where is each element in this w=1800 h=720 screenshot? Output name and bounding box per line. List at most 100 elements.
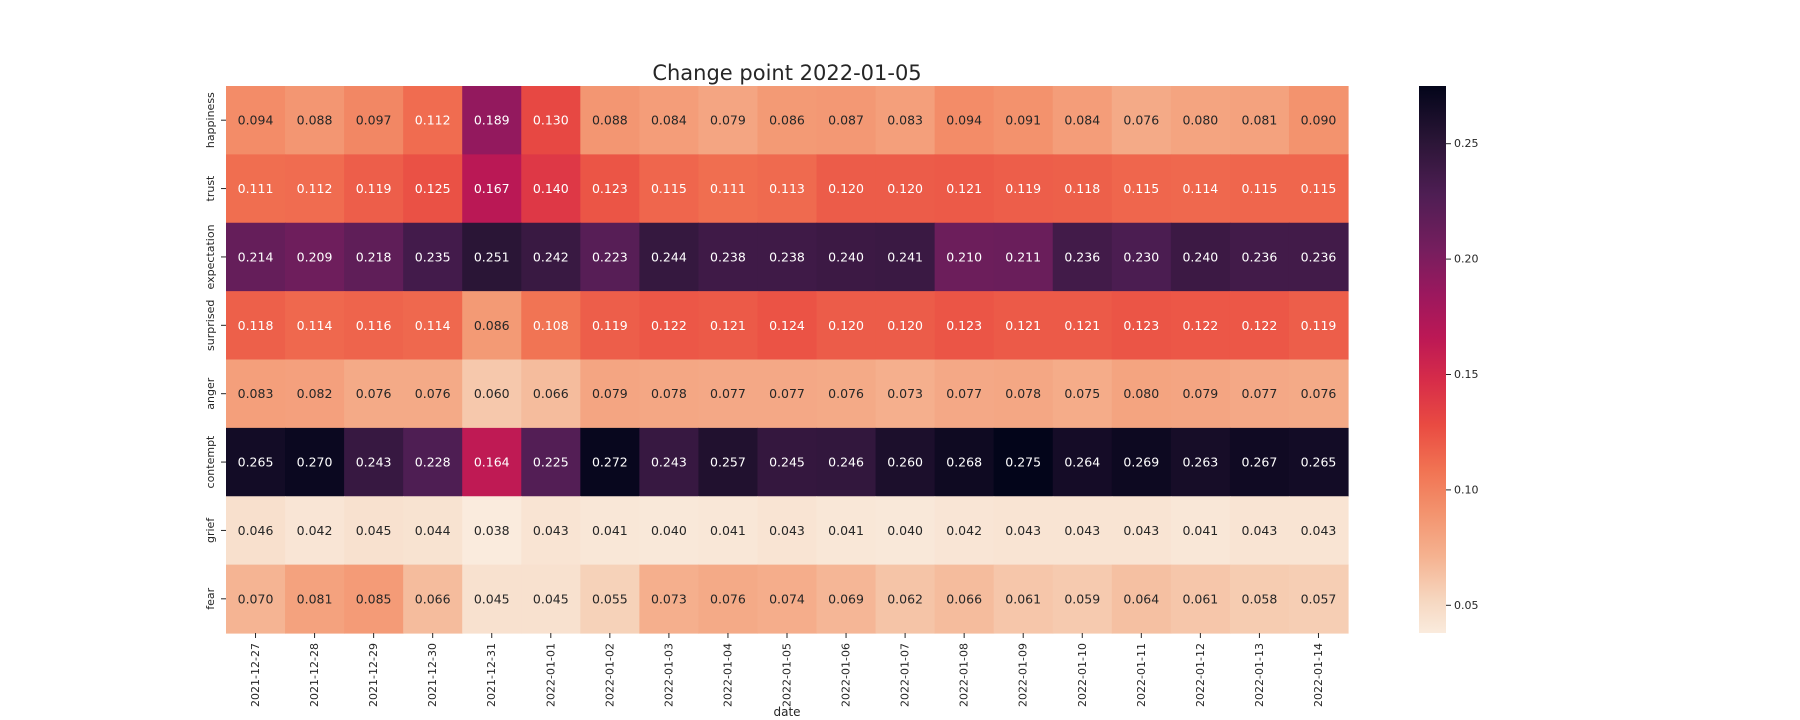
- cell-value-label: 0.043: [1301, 523, 1337, 538]
- cell-value-label: 0.251: [474, 249, 510, 264]
- y-tick-label: trust: [204, 175, 217, 202]
- cell-value-label: 0.076: [1123, 113, 1159, 128]
- heatmap-cell: [698, 222, 759, 292]
- heatmap-cell: [698, 291, 759, 361]
- cell-value-label: 0.118: [238, 318, 274, 333]
- x-tick-label: 2022-01-04: [721, 643, 734, 707]
- cell-value-label: 0.064: [1123, 591, 1159, 606]
- heatmap-cell: [757, 222, 818, 292]
- cell-value-label: 0.167: [474, 181, 510, 196]
- cell-value-label: 0.043: [769, 523, 805, 538]
- heatmap-cell: [1229, 154, 1290, 224]
- cell-value-label: 0.090: [1301, 113, 1337, 128]
- cell-value-label: 0.062: [887, 591, 923, 606]
- heatmap-cell: [462, 496, 522, 566]
- heatmap-cell: [403, 154, 463, 224]
- cell-value-label: 0.040: [887, 523, 923, 538]
- cell-value-label: 0.123: [592, 181, 628, 196]
- heatmap-cell: [934, 154, 995, 224]
- heatmap-cell: [816, 86, 877, 155]
- colorbar-tick-label: 0.25: [1454, 137, 1479, 150]
- heatmap-cell: [285, 496, 345, 566]
- heatmap-cell: [1229, 222, 1290, 292]
- heatmap-cell: [934, 222, 995, 292]
- cell-value-label: 0.223: [592, 249, 628, 264]
- cell-value-label: 0.119: [356, 181, 392, 196]
- heatmap-cell: [226, 359, 286, 429]
- cell-value-label: 0.122: [1182, 318, 1218, 333]
- heatmap-cell: [1288, 359, 1349, 429]
- heatmap-cell: [757, 154, 818, 224]
- heatmap-cell: [757, 86, 818, 155]
- heatmap-cell: [462, 291, 522, 361]
- colorbar-tick-label: 0.10: [1454, 483, 1479, 496]
- heatmap-cell: [403, 564, 463, 634]
- cell-value-label: 0.080: [1123, 386, 1159, 401]
- cell-value-label: 0.115: [1242, 181, 1278, 196]
- heatmap-cell: [934, 564, 995, 634]
- heatmap-cell: [580, 154, 640, 224]
- cell-value-label: 0.246: [828, 455, 864, 470]
- heatmap-cell: [993, 359, 1054, 429]
- heatmap-cell: [757, 564, 818, 634]
- x-tick-label: 2022-01-03: [662, 643, 675, 707]
- heatmap-cell: [580, 564, 640, 634]
- cell-value-label: 0.115: [1123, 181, 1159, 196]
- heatmap-cell: [1288, 496, 1349, 566]
- colorbar-tick-label: 0.20: [1454, 253, 1479, 266]
- heatmap-cell: [1111, 564, 1172, 634]
- cell-value-label: 0.041: [1182, 523, 1218, 538]
- cell-value-label: 0.045: [356, 523, 392, 538]
- y-tick-label: fear: [204, 587, 217, 609]
- cell-value-label: 0.236: [1242, 249, 1278, 264]
- cell-value-label: 0.121: [1064, 318, 1100, 333]
- heatmap-cell: [639, 427, 700, 497]
- cell-value-label: 0.046: [238, 523, 274, 538]
- y-tick-label: expectation: [204, 224, 217, 289]
- cell-value-label: 0.055: [592, 591, 628, 606]
- cell-value-label: 0.079: [1182, 386, 1218, 401]
- cell-value-label: 0.108: [533, 318, 569, 333]
- heatmap-cell: [698, 154, 759, 224]
- heatmap-cell: [1052, 154, 1113, 224]
- heatmap-cell: [403, 427, 463, 497]
- heatmap-cell: [344, 359, 404, 429]
- cell-value-label: 0.059: [1064, 591, 1100, 606]
- cell-value-label: 0.112: [415, 113, 451, 128]
- cell-value-label: 0.272: [592, 455, 628, 470]
- cell-value-label: 0.121: [1005, 318, 1041, 333]
- heatmap-cell: [521, 359, 581, 429]
- heatmap-cell: [580, 496, 640, 566]
- cell-value-label: 0.114: [297, 318, 333, 333]
- heatmap-cell: [875, 496, 936, 566]
- cell-value-label: 0.114: [415, 318, 451, 333]
- cell-value-label: 0.265: [238, 455, 274, 470]
- x-tick-label: 2021-12-27: [249, 643, 262, 707]
- heatmap-cell: [285, 291, 345, 361]
- heatmap-cell: [875, 291, 936, 361]
- heatmap-cell: [639, 86, 700, 155]
- x-tick-label: 2022-01-14: [1312, 643, 1325, 707]
- heatmap-cell: [226, 427, 286, 497]
- heatmap-cell: [1288, 86, 1349, 155]
- heatmap-cell: [1111, 359, 1172, 429]
- x-tick-label: 2021-12-29: [367, 643, 380, 707]
- heatmap-cell: [757, 427, 818, 497]
- heatmap-cell: [344, 86, 404, 155]
- cell-value-label: 0.043: [1242, 523, 1278, 538]
- heatmap-cell: [285, 427, 345, 497]
- heatmap-cell: [639, 222, 700, 292]
- cell-value-label: 0.121: [710, 318, 746, 333]
- colorbar-tick-label: 0.15: [1454, 368, 1479, 381]
- cell-value-label: 0.038: [474, 523, 510, 538]
- cell-value-label: 0.088: [592, 113, 628, 128]
- heatmap-cell: [1111, 222, 1172, 292]
- x-tick-label: 2022-01-08: [958, 643, 971, 707]
- heatmap-cell: [521, 154, 581, 224]
- heatmap-cell: [344, 154, 404, 224]
- cell-value-label: 0.114: [1182, 181, 1218, 196]
- heatmap-cell: [639, 564, 700, 634]
- cell-value-label: 0.236: [1064, 249, 1100, 264]
- heatmap-cell: [1052, 222, 1113, 292]
- cell-value-label: 0.164: [474, 455, 510, 470]
